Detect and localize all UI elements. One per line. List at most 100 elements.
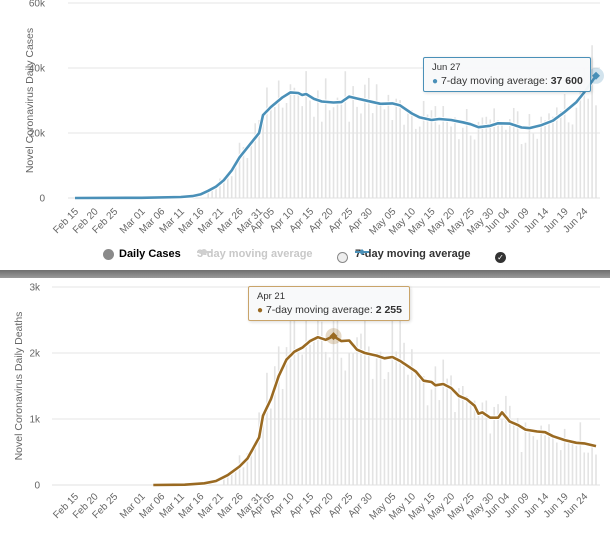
toggle-7-day-checkbox[interactable]: ✓	[495, 252, 506, 263]
daily-bar	[509, 405, 511, 485]
daily-bar	[509, 119, 511, 198]
daily-bar	[422, 100, 425, 198]
daily-bar	[320, 121, 323, 198]
daily-bar	[516, 417, 519, 485]
daily-bar	[246, 157, 249, 198]
legend-item-3-day[interactable]: 3-day moving average	[197, 248, 313, 260]
daily-bar	[512, 107, 515, 198]
daily-bar	[563, 428, 566, 485]
daily-bar	[293, 319, 296, 485]
daily-bar	[375, 84, 378, 198]
daily-bar	[469, 135, 472, 198]
daily-bar	[411, 110, 413, 198]
daily-bar	[317, 90, 319, 198]
daily-bar	[477, 409, 480, 485]
daily-bar	[575, 445, 578, 485]
daily-bar	[277, 346, 280, 485]
daily-bar	[387, 94, 390, 198]
daily-bar	[285, 103, 288, 198]
daily-bar	[481, 402, 484, 485]
y-tick-label: 20k	[29, 129, 46, 140]
y-tick-label: 1k	[29, 415, 41, 426]
daily-bar	[430, 110, 433, 198]
daily-bar	[238, 455, 241, 485]
daily-bar	[348, 353, 351, 485]
daily-bar	[493, 406, 495, 485]
daily-bar	[473, 139, 476, 198]
tooltip-value: 2 255	[375, 304, 402, 316]
daily-bar	[266, 87, 268, 198]
daily-bar	[383, 378, 386, 485]
daily-bar	[262, 412, 264, 485]
daily-bar	[438, 400, 441, 485]
daily-bar	[332, 303, 335, 485]
tooltip-deaths: Apr 21 ● 7-day moving average: 2 255	[248, 286, 410, 321]
daily-bar	[273, 366, 276, 485]
daily-bar	[540, 116, 542, 198]
daily-bar	[481, 117, 484, 198]
daily-bar	[403, 124, 405, 198]
daily-bar	[254, 447, 256, 485]
daily-bar	[544, 120, 546, 198]
daily-bar	[250, 144, 253, 198]
daily-bar	[489, 119, 492, 198]
daily-bar	[418, 126, 421, 198]
legend-item-daily-cases[interactable]: Daily Cases	[103, 248, 181, 260]
daily-bar	[501, 419, 503, 485]
y-tick-label: 0	[39, 194, 45, 205]
daily-bar	[324, 78, 327, 198]
daily-bar	[415, 373, 417, 485]
daily-bar	[477, 121, 480, 198]
y-tick-label: 60k	[29, 0, 46, 10]
daily-bar	[528, 114, 531, 198]
daily-bar	[313, 341, 315, 485]
daily-bar	[426, 405, 429, 485]
daily-bar	[567, 122, 570, 198]
daily-bar	[548, 424, 550, 485]
daily-bar	[536, 138, 539, 198]
daily-bar	[571, 441, 574, 485]
tooltip-value: 37 600	[550, 75, 583, 87]
daily-bar	[399, 100, 401, 198]
y-axis-label: Novel Coronavirus Daily Deaths	[13, 312, 25, 461]
daily-bar	[591, 45, 593, 198]
daily-bar	[571, 124, 574, 198]
daily-bar	[352, 86, 354, 198]
daily-bar	[223, 475, 225, 485]
daily-bar	[528, 427, 531, 485]
daily-bar	[395, 98, 398, 198]
daily-bar	[552, 116, 554, 198]
moving-average-line	[74, 75, 598, 200]
daily-bar	[442, 359, 445, 485]
daily-bar	[301, 106, 304, 198]
daily-cases-dot-icon	[103, 248, 114, 260]
daily-bar	[301, 354, 304, 485]
daily-bar	[379, 102, 382, 198]
daily-bar	[383, 109, 386, 198]
daily-bar	[563, 94, 566, 198]
daily-bar	[371, 113, 374, 198]
daily-bar	[367, 77, 370, 198]
daily-bar	[505, 395, 507, 485]
tooltip-date: Apr 21	[257, 291, 285, 302]
legend-label-daily-cases: Daily Cases	[119, 248, 181, 260]
daily-bar	[450, 375, 452, 485]
daily-bar	[387, 372, 390, 485]
daily-bar	[512, 420, 515, 485]
legend-item-7-day[interactable]: 7-day moving average	[355, 248, 471, 260]
daily-bar	[297, 347, 300, 485]
daily-bar	[579, 77, 582, 198]
daily-bar	[270, 107, 272, 198]
daily-bar	[399, 306, 401, 485]
daily-bar	[344, 370, 347, 485]
daily-bar	[266, 372, 268, 485]
y-tick-label: 40k	[29, 64, 46, 75]
daily-bar	[367, 346, 370, 485]
toggle-3-day-checkbox[interactable]	[337, 252, 348, 263]
daily-bar	[250, 455, 253, 485]
daily-bar	[501, 121, 503, 198]
daily-bar	[532, 133, 535, 198]
daily-bar	[489, 433, 492, 485]
daily-bar	[462, 386, 464, 485]
